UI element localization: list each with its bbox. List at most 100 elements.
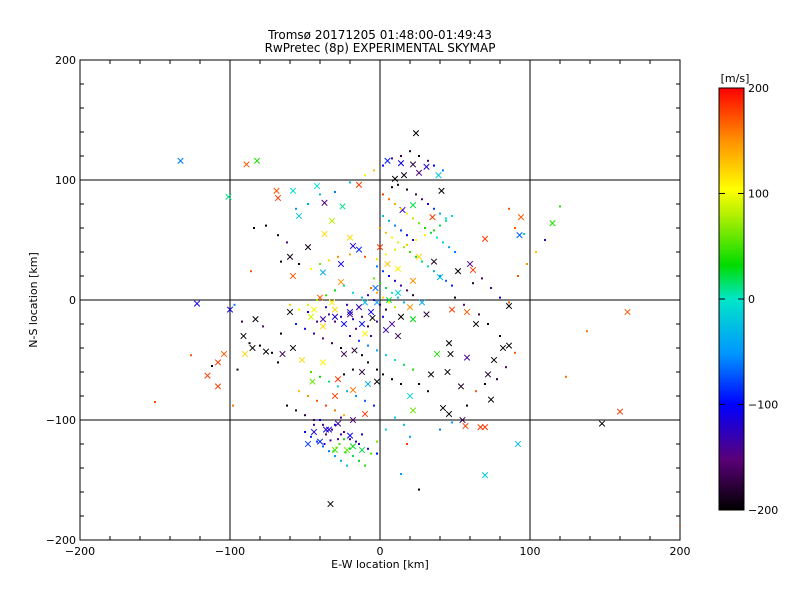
cross-point	[304, 440, 312, 448]
dot-point	[334, 191, 336, 193]
dot-point	[379, 282, 381, 285]
dot-point	[349, 438, 351, 441]
dot-point	[190, 354, 192, 357]
cross-point	[325, 426, 333, 433]
cross-point	[616, 408, 624, 415]
dot-point	[313, 419, 315, 421]
dot-point	[340, 347, 342, 349]
dot-point	[475, 390, 477, 393]
dot-point	[508, 301, 510, 304]
cross-point	[355, 304, 363, 311]
cross-point	[463, 308, 471, 316]
dot-point	[496, 378, 498, 381]
dot-point	[397, 241, 399, 244]
dot-point	[388, 198, 390, 201]
dot-point	[233, 303, 236, 306]
cross-point	[319, 359, 327, 366]
dot-point	[415, 239, 417, 241]
dot-point	[277, 234, 279, 237]
dot-point	[376, 452, 378, 455]
dot-point	[307, 311, 309, 313]
dot-point	[379, 303, 381, 306]
dot-point	[436, 236, 438, 239]
dot-point	[316, 440, 318, 443]
dot-point	[508, 207, 510, 210]
cross-point	[319, 269, 327, 276]
cross-point	[274, 194, 282, 202]
dot-point	[364, 399, 366, 402]
dot-point	[154, 401, 156, 403]
cross-point	[517, 214, 525, 221]
cross-point	[406, 304, 414, 311]
cross-point	[369, 314, 376, 322]
dot-point	[376, 291, 378, 294]
cross-point	[412, 130, 420, 137]
dot-point	[439, 275, 441, 277]
dot-point	[241, 320, 243, 323]
dot-point	[421, 260, 423, 263]
cross-point	[346, 432, 354, 439]
dot-point	[328, 259, 330, 262]
cross-point	[214, 359, 222, 366]
cross-point	[328, 299, 336, 306]
cross-point	[331, 313, 339, 320]
dot-point	[586, 330, 588, 333]
dot-point	[412, 294, 414, 297]
dot-point	[364, 464, 366, 467]
cross-point	[358, 368, 366, 376]
cross-point	[295, 212, 303, 220]
cross-point	[316, 438, 324, 445]
dot-point	[463, 303, 465, 306]
cross-point	[319, 323, 327, 330]
dot-point	[400, 473, 402, 475]
cross-point	[400, 172, 408, 179]
dot-point	[415, 193, 417, 196]
dot-point	[319, 263, 321, 265]
dot-point	[397, 296, 399, 299]
cross-point	[339, 203, 346, 210]
dot-point	[382, 315, 384, 318]
cross-point	[328, 217, 336, 224]
cross-point	[273, 187, 280, 194]
dot-point	[433, 207, 435, 210]
dot-point	[439, 224, 441, 227]
dot-point	[385, 287, 387, 289]
cross-point	[409, 316, 417, 323]
data-points	[154, 130, 680, 527]
dot-point	[385, 428, 387, 431]
dot-point	[406, 212, 408, 215]
cross-point	[214, 383, 222, 390]
cross-point	[298, 356, 306, 364]
dot-point	[307, 395, 309, 397]
dot-point	[454, 296, 456, 299]
dot-point	[499, 335, 501, 337]
dot-point	[343, 373, 345, 376]
cross-point	[322, 426, 330, 433]
dot-point	[343, 431, 345, 433]
cross-point	[423, 311, 430, 318]
dot-point	[367, 447, 369, 450]
dot-point	[310, 435, 312, 438]
dot-point	[250, 270, 252, 273]
dot-point	[544, 239, 546, 241]
dot-point	[304, 414, 306, 417]
dot-point	[323, 443, 326, 445]
cross-point	[351, 347, 358, 354]
dot-point	[355, 327, 357, 330]
dot-point	[334, 423, 336, 426]
dot-point	[487, 323, 489, 325]
dot-point	[382, 164, 384, 167]
dot-point	[253, 227, 255, 229]
cross-point	[361, 410, 369, 418]
dot-point	[391, 236, 393, 239]
dot-point	[343, 438, 345, 441]
axis-ticks: −200 −100 0 100 200 −200 −100 0 100 200	[46, 54, 691, 558]
dot-point	[409, 251, 411, 253]
dot-point	[412, 239, 414, 241]
dot-point	[442, 169, 444, 172]
chart-subtitle: RwPretec (8p) EXPERIMENTAL SKYMAP	[265, 41, 496, 55]
cross-point	[334, 376, 342, 383]
cross-point	[355, 181, 363, 188]
cross-point	[310, 428, 318, 436]
dot-point	[319, 193, 321, 196]
